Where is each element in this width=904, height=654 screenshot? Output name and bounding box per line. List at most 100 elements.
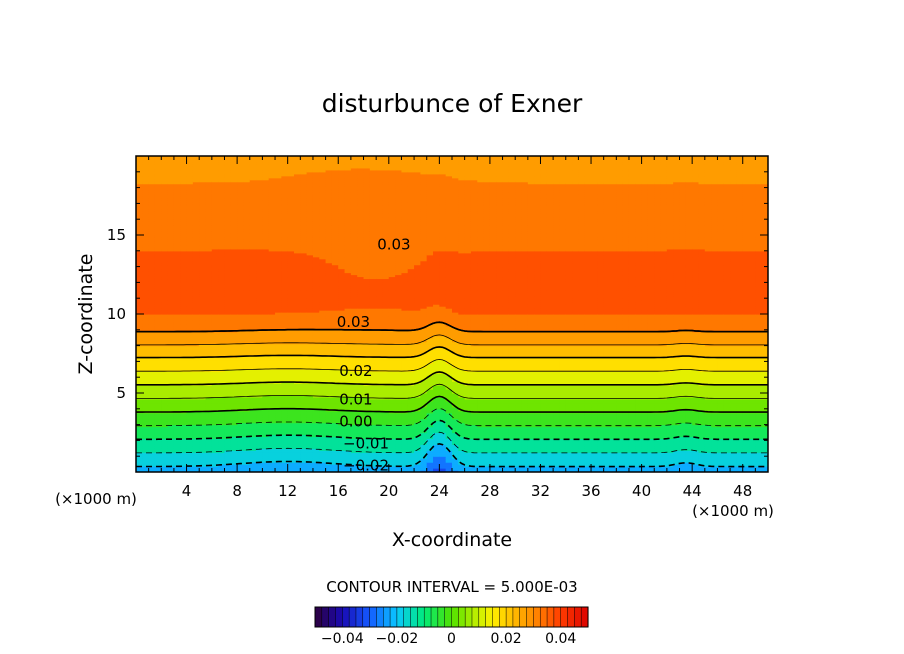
contour-cell — [180, 314, 188, 317]
contour-cell — [186, 438, 194, 442]
contour-cell — [173, 282, 181, 285]
contour-cell — [148, 199, 156, 203]
contour-cell — [192, 262, 200, 266]
contour-cell — [192, 454, 200, 457]
contour-cell — [167, 173, 175, 177]
contour-cell — [136, 163, 143, 167]
contour-cell — [173, 167, 181, 171]
contour-cell — [161, 213, 169, 216]
contour-cell — [167, 315, 175, 319]
contour-cell — [211, 430, 219, 434]
contour-cell — [205, 310, 213, 313]
contour-cell — [167, 379, 175, 382]
contour-cell — [167, 193, 175, 197]
contour-cell — [161, 339, 169, 343]
contour-cell — [148, 460, 156, 463]
contour-cell — [136, 458, 143, 461]
contour-cell — [173, 402, 181, 406]
contour-cell — [167, 314, 175, 317]
contour-cell — [154, 209, 162, 212]
contour-cell — [211, 353, 219, 357]
contour-cell — [154, 416, 162, 420]
contour-cell — [136, 365, 143, 368]
contour-cell — [186, 393, 194, 396]
contour-cell — [192, 389, 200, 392]
contour-cell — [180, 460, 188, 463]
contour-cell — [186, 272, 194, 276]
contour-cell — [167, 294, 175, 297]
contour-cell — [211, 442, 219, 445]
contour-cell — [142, 187, 150, 191]
contour-cell — [199, 201, 207, 205]
contour-cell — [186, 319, 194, 323]
contour-cell — [205, 181, 213, 185]
contour-cell — [199, 248, 207, 252]
contour-cell — [161, 422, 169, 426]
contour-cell — [167, 393, 175, 396]
contour-cell — [186, 238, 194, 242]
contour-cell — [154, 296, 162, 299]
contour-cell — [199, 290, 207, 293]
contour-cell — [205, 238, 213, 242]
contour-cell — [192, 306, 200, 309]
contour-cell — [154, 238, 162, 242]
contour-cell — [192, 391, 200, 394]
contour-cell — [180, 440, 188, 443]
contour-cell — [154, 242, 162, 246]
contour-cell — [142, 272, 150, 276]
contour-cell — [192, 412, 200, 416]
contour-cell — [136, 280, 143, 283]
contour-cell — [180, 391, 188, 394]
contour-cell — [205, 161, 213, 165]
contour-cell — [205, 400, 213, 404]
contour-cell — [192, 406, 200, 410]
contour-cell — [136, 215, 143, 218]
contour-cell — [192, 248, 200, 252]
contour-cell — [186, 317, 194, 321]
contour-cell — [136, 304, 143, 307]
contour-cell — [205, 294, 213, 297]
contour-cell — [186, 371, 194, 374]
contour-cell — [192, 276, 200, 280]
contour-cell — [142, 225, 150, 228]
contour-cell — [180, 205, 188, 208]
contour-cell — [186, 268, 194, 272]
contour-cell — [154, 349, 162, 353]
contour-cell — [136, 294, 143, 297]
contour-cell — [173, 319, 181, 323]
contour-cell — [186, 353, 194, 357]
contour-cell — [205, 468, 213, 471]
contour-cell — [186, 314, 194, 317]
contour-cell — [192, 394, 200, 398]
contour-cell — [173, 270, 181, 274]
contour-cell — [142, 221, 150, 224]
contour-cell — [173, 446, 181, 449]
contour-cell — [142, 333, 150, 337]
contour-cell — [148, 256, 156, 260]
contour-cell — [186, 373, 194, 376]
contour-cell — [186, 442, 194, 445]
contour-cell — [180, 464, 188, 467]
contour-cell — [142, 331, 150, 335]
contour-cell — [136, 286, 143, 289]
contour-cell — [180, 242, 188, 246]
contour-cell — [148, 381, 156, 384]
contour-cell — [167, 175, 175, 179]
contour-cell — [186, 167, 194, 171]
contour-cell — [173, 337, 181, 341]
contour-cell — [186, 298, 194, 301]
contour-cell — [205, 442, 213, 445]
contour-cell — [205, 201, 213, 205]
contour-cell — [180, 191, 188, 195]
contour-cell — [173, 233, 181, 236]
contour-cell — [154, 400, 162, 404]
contour-cell — [205, 408, 213, 412]
contour-cell — [199, 225, 207, 228]
contour-cell — [142, 290, 150, 293]
contour-cell — [192, 310, 200, 313]
contour-cell — [167, 359, 175, 363]
contour-cell — [142, 292, 150, 295]
contour-cell — [173, 223, 181, 226]
contour-cell — [192, 379, 200, 382]
contour-cell — [136, 454, 143, 457]
